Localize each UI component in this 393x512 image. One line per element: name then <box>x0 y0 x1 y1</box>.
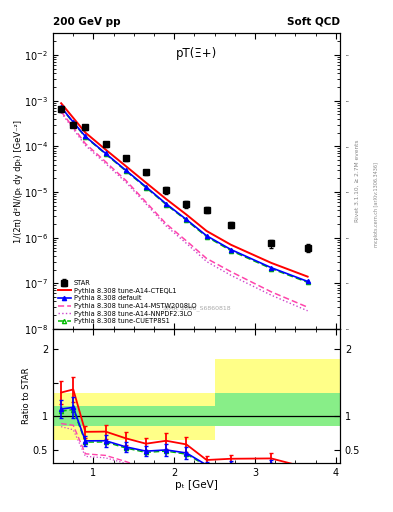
Pythia 8.308 tune-A14-CTEQL1 <box>305 273 310 280</box>
Pythia 8.308 tune-A14-CTEQL1 <box>71 115 75 121</box>
Pythia 8.308 tune-CUETP8S1 <box>305 279 310 285</box>
Pythia 8.308 tune-CUETP8S1 <box>164 202 169 208</box>
Text: STAR_2006_S6860818: STAR_2006_S6860818 <box>162 306 231 311</box>
Line: Pythia 8.308 tune-A14-NNPDF2.3LO: Pythia 8.308 tune-A14-NNPDF2.3LO <box>61 113 308 311</box>
Line: Pythia 8.308 tune-A14-MSTW2008LO: Pythia 8.308 tune-A14-MSTW2008LO <box>61 112 308 307</box>
Pythia 8.308 tune-A14-CTEQL1 <box>83 130 88 136</box>
Pythia 8.308 tune-CUETP8S1 <box>59 105 64 111</box>
Pythia 8.308 tune-A14-CTEQL1 <box>204 228 209 234</box>
Pythia 8.308 default <box>123 167 128 173</box>
Y-axis label: Rivet 3.1.10, ≥ 2.7M events: Rivet 3.1.10, ≥ 2.7M events <box>354 140 359 222</box>
Pythia 8.308 tune-A14-CTEQL1 <box>143 180 148 186</box>
Pythia 8.308 tune-A14-MSTW2008LO <box>103 159 108 165</box>
Pythia 8.308 tune-A14-MSTW2008LO <box>143 199 148 205</box>
Pythia 8.308 tune-A14-NNPDF2.3LO <box>269 292 274 298</box>
Pythia 8.308 tune-A14-CTEQL1 <box>184 211 189 218</box>
Pythia 8.308 tune-A14-MSTW2008LO <box>71 124 75 131</box>
Pythia 8.308 tune-A14-MSTW2008LO <box>305 304 310 310</box>
Text: Soft QCD: Soft QCD <box>287 16 340 27</box>
Pythia 8.308 tune-CUETP8S1 <box>103 151 108 157</box>
Y-axis label: Ratio to STAR: Ratio to STAR <box>22 368 31 424</box>
Line: Pythia 8.308 tune-CUETP8S1: Pythia 8.308 tune-CUETP8S1 <box>59 105 310 285</box>
Line: Pythia 8.308 default: Pythia 8.308 default <box>59 105 310 284</box>
Pythia 8.308 tune-A14-NNPDF2.3LO <box>59 110 64 116</box>
Pythia 8.308 tune-A14-MSTW2008LO <box>228 269 233 275</box>
Pythia 8.308 tune-A14-CTEQL1 <box>103 146 108 153</box>
Pythia 8.308 tune-A14-MSTW2008LO <box>269 289 274 295</box>
Pythia 8.308 tune-A14-MSTW2008LO <box>204 255 209 262</box>
Pythia 8.308 tune-A14-CTEQL1 <box>269 260 274 266</box>
Pythia 8.308 tune-CUETP8S1 <box>123 168 128 174</box>
Text: 200 GeV pp: 200 GeV pp <box>53 16 121 27</box>
Pythia 8.308 tune-A14-NNPDF2.3LO <box>164 223 169 229</box>
Text: pT(Ξ+): pT(Ξ+) <box>176 47 217 59</box>
Pythia 8.308 tune-A14-NNPDF2.3LO <box>83 142 88 148</box>
Pythia 8.308 default <box>83 133 88 139</box>
Pythia 8.308 tune-A14-NNPDF2.3LO <box>184 240 189 246</box>
Legend: STAR, Pythia 8.308 tune-A14-CTEQL1, Pythia 8.308 default, Pythia 8.308 tune-A14-: STAR, Pythia 8.308 tune-A14-CTEQL1, Pyth… <box>56 279 198 326</box>
Pythia 8.308 default <box>184 217 189 223</box>
Pythia 8.308 tune-A14-CTEQL1 <box>123 163 128 169</box>
Pythia 8.308 tune-CUETP8S1 <box>71 120 75 126</box>
Pythia 8.308 tune-A14-NNPDF2.3LO <box>204 259 209 265</box>
X-axis label: pₜ [GeV]: pₜ [GeV] <box>175 480 218 489</box>
Pythia 8.308 default <box>103 151 108 157</box>
Pythia 8.308 default <box>204 232 209 239</box>
Pythia 8.308 tune-A14-CTEQL1 <box>164 196 169 202</box>
Pythia 8.308 default <box>164 201 169 207</box>
Y-axis label: 1/(2π) d²N/(pₜ dy dpₜ) [GeV⁻²]: 1/(2π) d²N/(pₜ dy dpₜ) [GeV⁻²] <box>14 120 23 243</box>
Pythia 8.308 tune-A14-NNPDF2.3LO <box>103 160 108 166</box>
Text: mcplots.cern.ch [arXiv:1306.3436]: mcplots.cern.ch [arXiv:1306.3436] <box>374 162 379 247</box>
Pythia 8.308 tune-A14-NNPDF2.3LO <box>305 308 310 314</box>
Pythia 8.308 default <box>143 184 148 190</box>
Pythia 8.308 tune-CUETP8S1 <box>228 248 233 254</box>
Pythia 8.308 tune-CUETP8S1 <box>204 233 209 240</box>
Pythia 8.308 tune-A14-MSTW2008LO <box>123 177 128 183</box>
Pythia 8.308 tune-A14-MSTW2008LO <box>83 140 88 146</box>
Pythia 8.308 tune-A14-NNPDF2.3LO <box>143 201 148 207</box>
Pythia 8.308 default <box>59 104 64 110</box>
Pythia 8.308 tune-A14-CTEQL1 <box>228 242 233 248</box>
Pythia 8.308 tune-A14-NNPDF2.3LO <box>123 179 128 185</box>
Pythia 8.308 default <box>71 119 75 125</box>
Pythia 8.308 tune-A14-NNPDF2.3LO <box>71 126 75 132</box>
Pythia 8.308 tune-CUETP8S1 <box>269 266 274 272</box>
Pythia 8.308 tune-A14-NNPDF2.3LO <box>228 272 233 279</box>
Line: Pythia 8.308 tune-A14-CTEQL1: Pythia 8.308 tune-A14-CTEQL1 <box>61 103 308 276</box>
Pythia 8.308 default <box>228 246 233 252</box>
Pythia 8.308 tune-CUETP8S1 <box>143 184 148 190</box>
Pythia 8.308 tune-A14-MSTW2008LO <box>59 109 64 115</box>
Pythia 8.308 tune-A14-CTEQL1 <box>59 100 64 106</box>
Pythia 8.308 tune-CUETP8S1 <box>83 134 88 140</box>
Pythia 8.308 default <box>269 265 274 271</box>
Pythia 8.308 default <box>305 279 310 285</box>
Pythia 8.308 tune-CUETP8S1 <box>184 217 189 223</box>
Pythia 8.308 tune-A14-MSTW2008LO <box>164 221 169 227</box>
Pythia 8.308 tune-A14-MSTW2008LO <box>184 238 189 244</box>
